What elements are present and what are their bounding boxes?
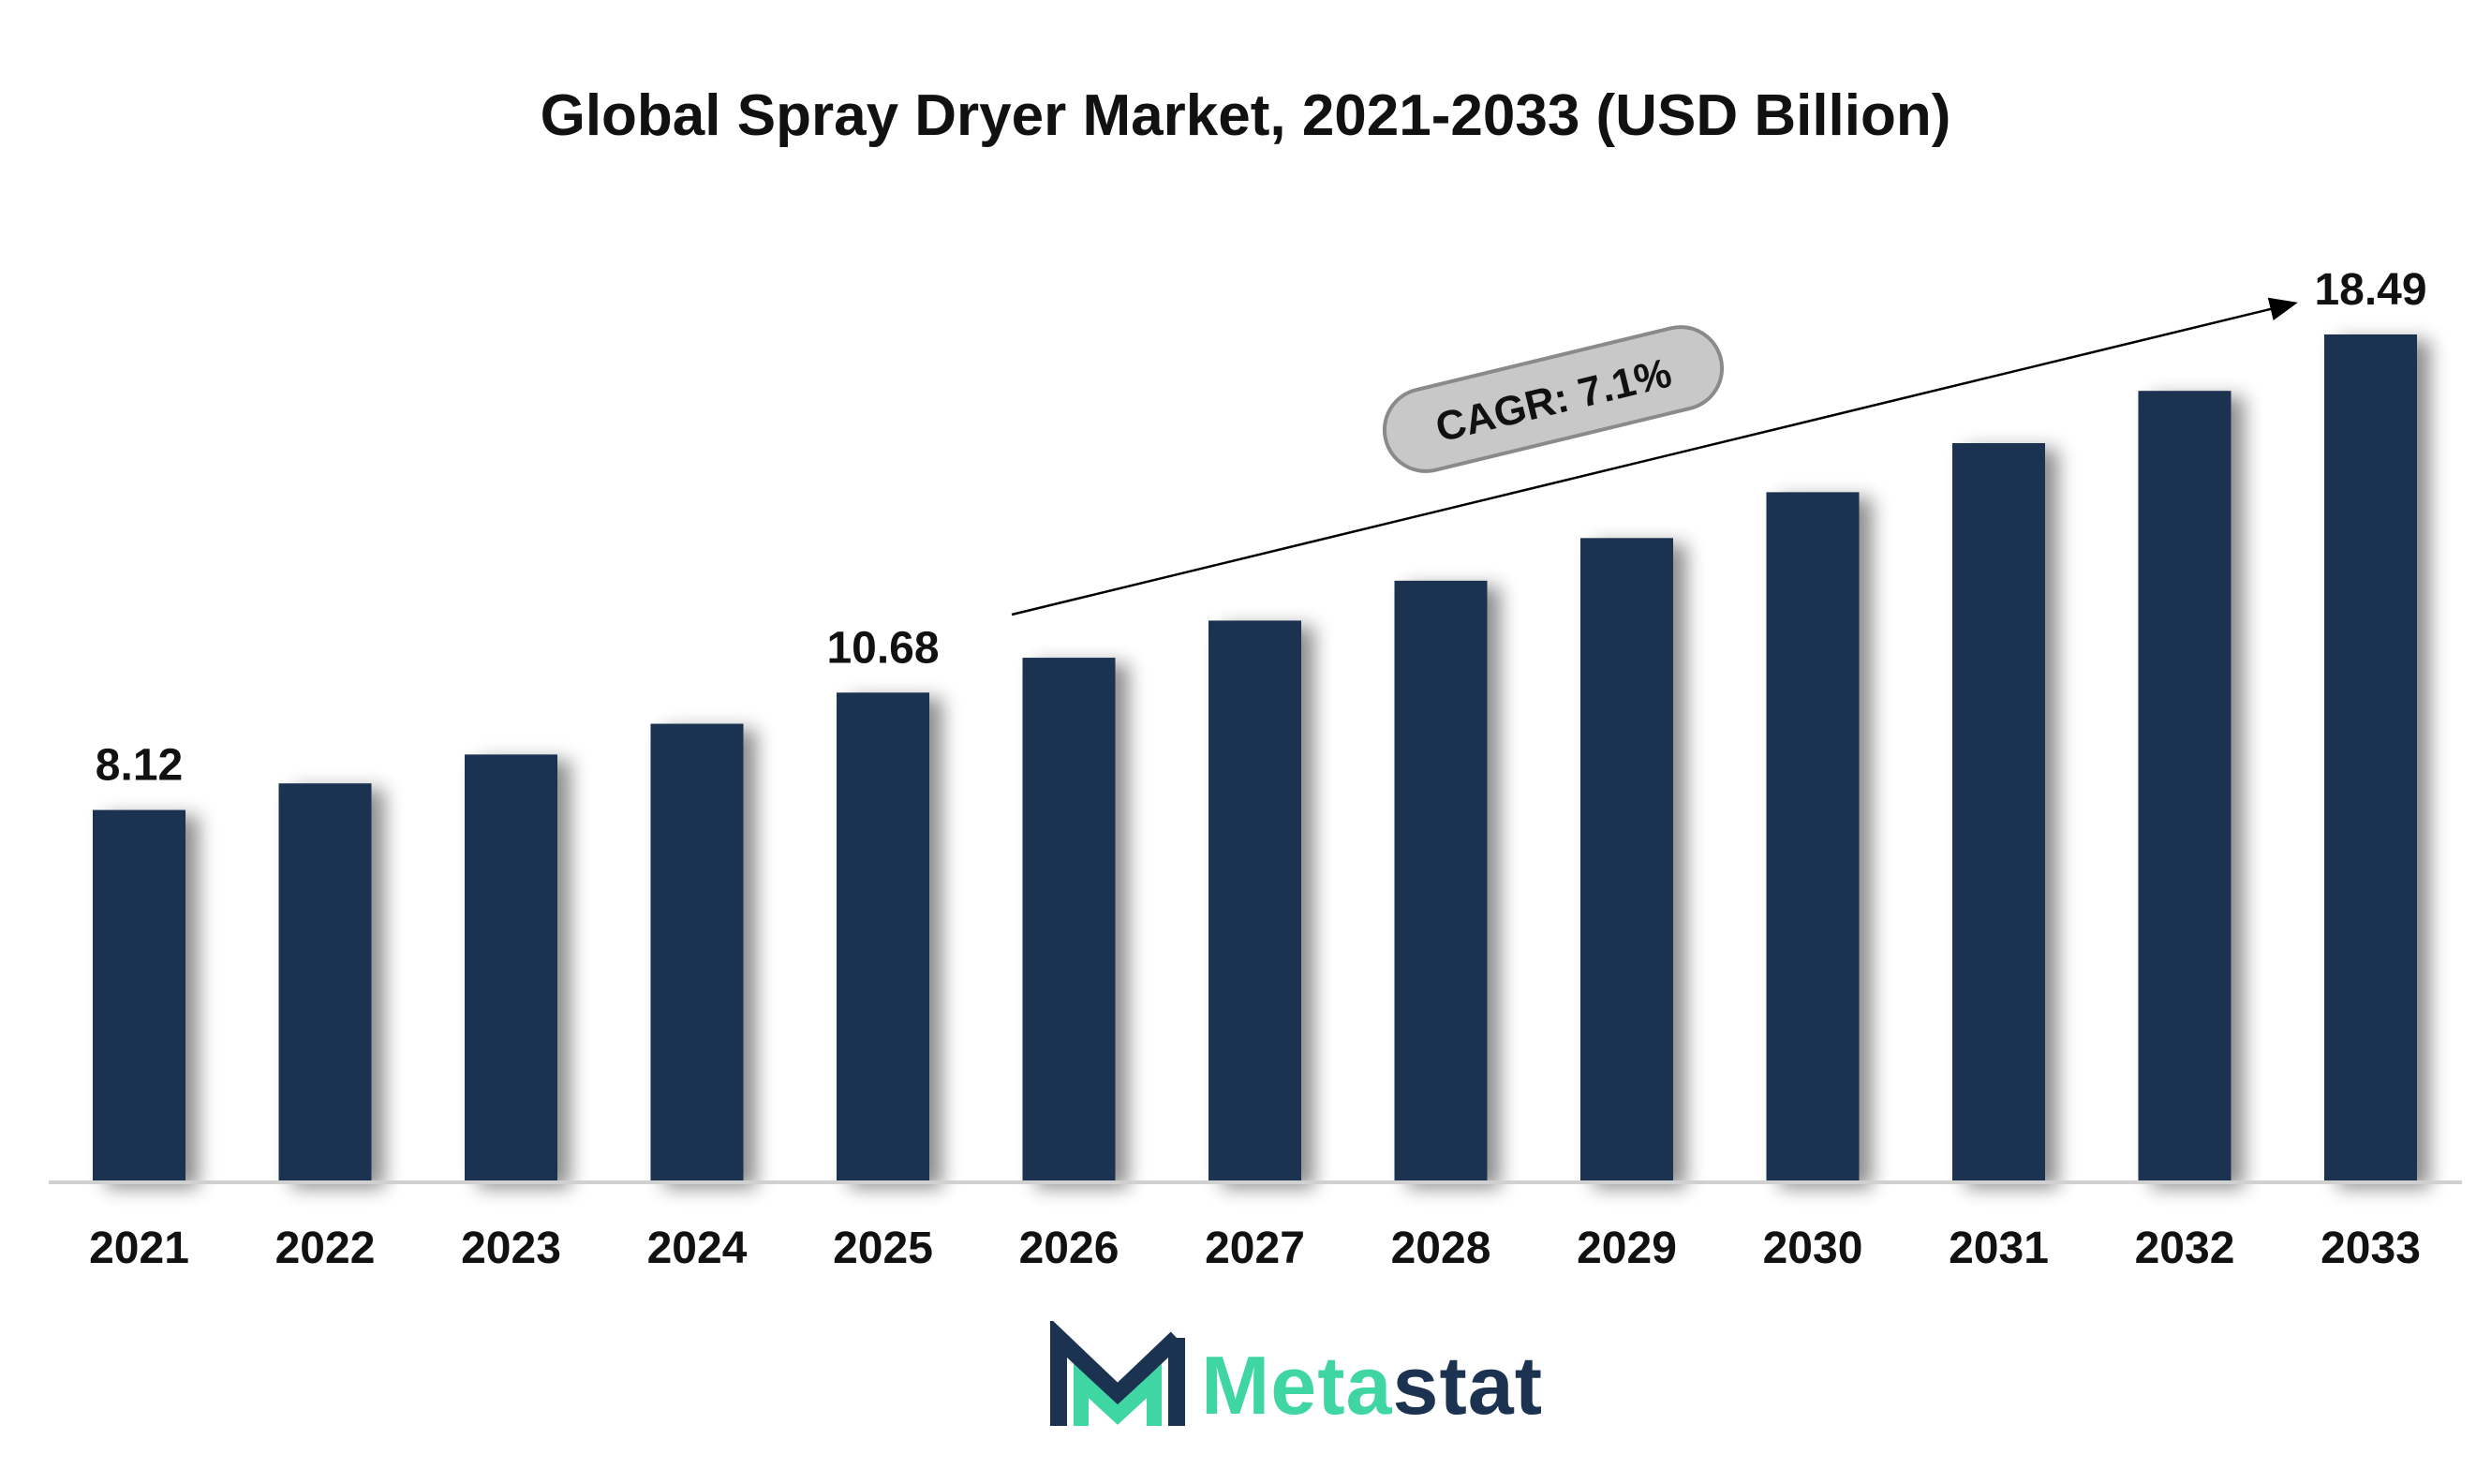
x-tick-label-2023: 2023	[461, 1224, 561, 1273]
bar-2030	[1766, 492, 1860, 1182]
x-tick-label-2026: 2026	[1019, 1224, 1119, 1273]
x-tick-label-2030: 2030	[1763, 1224, 1863, 1273]
bar-2028	[1394, 580, 1488, 1182]
x-tick-label-2032: 2032	[2135, 1224, 2235, 1273]
bar-2031	[1952, 443, 2045, 1182]
x-tick-label-2021: 2021	[89, 1224, 189, 1273]
data-label-2021: 8.12	[96, 741, 183, 791]
x-tick-label-2022: 2022	[275, 1224, 376, 1273]
bar-2024	[650, 723, 744, 1182]
cagr-arrow	[1011, 297, 2298, 616]
x-tick-label-2027: 2027	[1205, 1224, 1305, 1273]
x-tick-label-2025: 2025	[833, 1224, 933, 1273]
bar-2021	[93, 809, 185, 1182]
metastat-logo-icon	[1050, 1321, 1185, 1426]
chart-title: Global Spray Dryer Market, 2021-2033 (US…	[540, 83, 1951, 148]
bar-2022	[278, 783, 372, 1182]
x-tick-label-2033: 2033	[2320, 1224, 2421, 1273]
data-label-2033: 18.49	[2314, 265, 2426, 315]
bar-2033	[2324, 334, 2417, 1182]
x-tick-label-2024: 2024	[647, 1224, 748, 1273]
cagr-badge: CAGR: 7.1%	[1382, 325, 1725, 473]
x-tick-label-2031: 2031	[1949, 1224, 2049, 1273]
metastat-wordmark: Metastat	[1201, 1338, 1543, 1433]
bar-2032	[2138, 391, 2232, 1182]
data-label-2025: 10.68	[826, 623, 939, 673]
bar-2029	[1580, 538, 1673, 1182]
bar-2026	[1022, 658, 1116, 1182]
x-tick-label-2028: 2028	[1391, 1224, 1491, 1273]
bar-2027	[1208, 620, 1301, 1182]
x-tick-label-2029: 2029	[1577, 1224, 1677, 1273]
bar-2025	[837, 692, 929, 1182]
brand-part1: Meta	[1201, 1339, 1393, 1432]
brand-part2: stat	[1392, 1339, 1543, 1432]
bar-2023	[465, 754, 557, 1182]
